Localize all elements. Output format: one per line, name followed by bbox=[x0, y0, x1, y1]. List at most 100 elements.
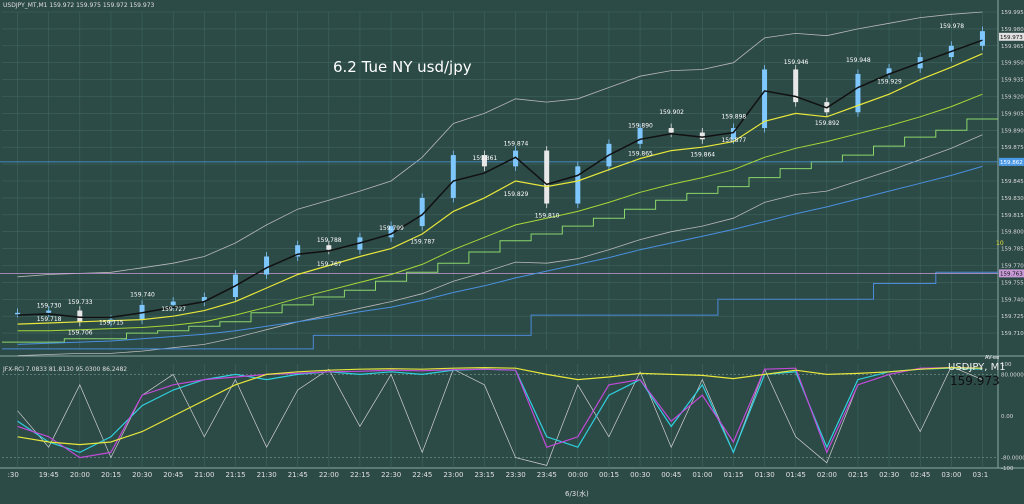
time-tick-4: 20:30 bbox=[132, 471, 152, 479]
candle-body-31 bbox=[979, 31, 985, 46]
candle-body-12 bbox=[388, 226, 394, 238]
time-axis: :30 19:45 20:00 20:15 20:30 20:45 21:00 21:15 21… bbox=[8, 471, 989, 479]
price-tag-bg-current bbox=[999, 32, 1024, 41]
candle-body-0 bbox=[15, 312, 21, 315]
time-tick-21: 00:45 bbox=[661, 471, 681, 479]
time-tick-25: 01:45 bbox=[786, 471, 806, 479]
annotation-label-10: 159.787 bbox=[410, 238, 435, 245]
time-tick-22: 01:00 bbox=[692, 471, 712, 479]
annotation-label-25: 159.978 bbox=[939, 23, 964, 30]
step-blue-line bbox=[2, 271, 998, 350]
price-tick-7: 159.890 bbox=[1001, 128, 1024, 134]
band-lower bbox=[17, 134, 983, 356]
candle-body-6 bbox=[201, 297, 207, 302]
price-tick-3: 159.950 bbox=[1001, 61, 1024, 67]
price-tick-16: 159.755 bbox=[1001, 280, 1024, 286]
annotation-label-0: 159.730 bbox=[37, 303, 62, 310]
time-tick-10: 22:00 bbox=[319, 471, 339, 479]
time-tick-31: 03:1 bbox=[972, 471, 988, 479]
annotation-label-9: 159.799 bbox=[379, 225, 404, 232]
annotation-label-7: 159.788 bbox=[317, 237, 342, 244]
rci-indicator bbox=[2, 366, 998, 466]
time-tick-30: 03:00 bbox=[941, 471, 961, 479]
indicator-grid bbox=[17, 364, 983, 468]
price-tick-0: 159.995 bbox=[1001, 10, 1024, 16]
candle-body-2 bbox=[77, 310, 83, 322]
annotation-label-8: 159.767 bbox=[317, 261, 342, 268]
candle-body-9 bbox=[295, 245, 301, 257]
rci-tick-3: -80.0000 bbox=[1001, 456, 1024, 462]
time-tick-11: 22:15 bbox=[350, 471, 370, 479]
indicator-axis: 100 80.0000 0.00 -80.0000 -100 bbox=[1001, 362, 1024, 472]
price-annotations: 159.730 159.733 159.718 159.706 159.715 159.7… bbox=[37, 23, 965, 336]
indicator-price: 159.973 bbox=[950, 374, 1000, 388]
annotation-label-20: 159.877 bbox=[721, 137, 746, 144]
date-label: 6/3(水) bbox=[565, 489, 589, 498]
price-tick-14: 159.785 bbox=[1001, 247, 1024, 253]
price-tick-2: 159.965 bbox=[1001, 44, 1024, 50]
annotation-label-13: 159.829 bbox=[504, 191, 529, 198]
time-tick-12: 22:30 bbox=[381, 471, 401, 479]
time-tick-0: :30 bbox=[8, 471, 19, 479]
candle-body-28 bbox=[886, 68, 892, 74]
pending-marker: 10 bbox=[996, 240, 1004, 247]
candle-body-21 bbox=[668, 128, 674, 133]
time-tick-27: 02:15 bbox=[848, 471, 868, 479]
annotation-label-6: 159.727 bbox=[161, 306, 186, 313]
time-tick-26: 02:00 bbox=[817, 471, 837, 479]
annotation-label-3: 159.706 bbox=[68, 330, 93, 337]
annotation-label-11: 159.861 bbox=[472, 155, 497, 162]
price-axis[interactable]: 159.995 159.980 159.965 159.950 159.935 159.9… bbox=[999, 10, 1024, 337]
time-tick-15: 23:15 bbox=[474, 471, 494, 479]
price-tick-1: 159.980 bbox=[1001, 27, 1024, 33]
candle-body-16 bbox=[513, 150, 519, 167]
annotation-label-17: 159.902 bbox=[659, 109, 684, 116]
ma_black-line bbox=[17, 39, 983, 319]
rci-tick-1: 80.0000 bbox=[1001, 372, 1024, 378]
annotation-label-21: 159.946 bbox=[784, 59, 809, 66]
time-tick-9: 21:45 bbox=[288, 471, 308, 479]
candle-body-10 bbox=[326, 245, 332, 250]
price-tick-12: 159.815 bbox=[1001, 213, 1024, 219]
bollinger-bands bbox=[17, 11, 983, 356]
annotation-label-18: 159.864 bbox=[690, 152, 715, 159]
time-tick-2: 20:00 bbox=[70, 471, 90, 479]
price-tick-6: 159.905 bbox=[1001, 111, 1024, 117]
time-tick-17: 23:45 bbox=[537, 471, 557, 479]
price-tag-bg-line_pink bbox=[999, 269, 1024, 278]
candle-body-15 bbox=[481, 155, 487, 167]
annotation-label-2: 159.718 bbox=[37, 316, 62, 323]
time-tick-20: 00:30 bbox=[630, 471, 650, 479]
annotation-label-16: 159.865 bbox=[628, 150, 653, 157]
ma_lime-line bbox=[17, 93, 983, 332]
price-tick-10: 159.845 bbox=[1001, 179, 1024, 185]
time-tick-28: 02:30 bbox=[879, 471, 899, 479]
rci-tick-0: 100 bbox=[1001, 362, 1012, 368]
overlay-title: 6.2 Tue NY usd/jpy bbox=[333, 58, 472, 76]
band-upper bbox=[17, 11, 983, 278]
candle-body-13 bbox=[419, 197, 425, 227]
indicator-symbol: USDJPY, M1 bbox=[948, 362, 1006, 373]
candle-body-8 bbox=[264, 256, 270, 275]
time-tick-29: 02:45 bbox=[910, 471, 930, 479]
time-tick-5: 20:45 bbox=[163, 471, 183, 479]
rci_short-line bbox=[17, 366, 983, 466]
annotation-label-15: 159.890 bbox=[628, 122, 653, 129]
annotation-label-5: 159.740 bbox=[130, 291, 155, 298]
time-tick-3: 20:15 bbox=[101, 471, 121, 479]
candle-body-5 bbox=[170, 301, 176, 305]
price-tick-4: 159.935 bbox=[1001, 78, 1024, 84]
candle-body-24 bbox=[762, 69, 768, 129]
symbol-header: USDJPY_MT,M1 159.972 159.975 159.972 159… bbox=[3, 2, 155, 9]
candle-body-17 bbox=[544, 150, 550, 204]
rci-tick-4: -100 bbox=[1001, 466, 1014, 472]
time-tick-18: 00:00 bbox=[568, 471, 588, 479]
annotation-label-4: 159.715 bbox=[99, 319, 124, 326]
time-tick-8: 21:30 bbox=[257, 471, 277, 479]
ma_blue-line bbox=[17, 165, 983, 345]
candle-body-1 bbox=[46, 310, 52, 313]
price-tick-11: 159.830 bbox=[1001, 196, 1024, 202]
time-tick-6: 21:00 bbox=[194, 471, 214, 479]
